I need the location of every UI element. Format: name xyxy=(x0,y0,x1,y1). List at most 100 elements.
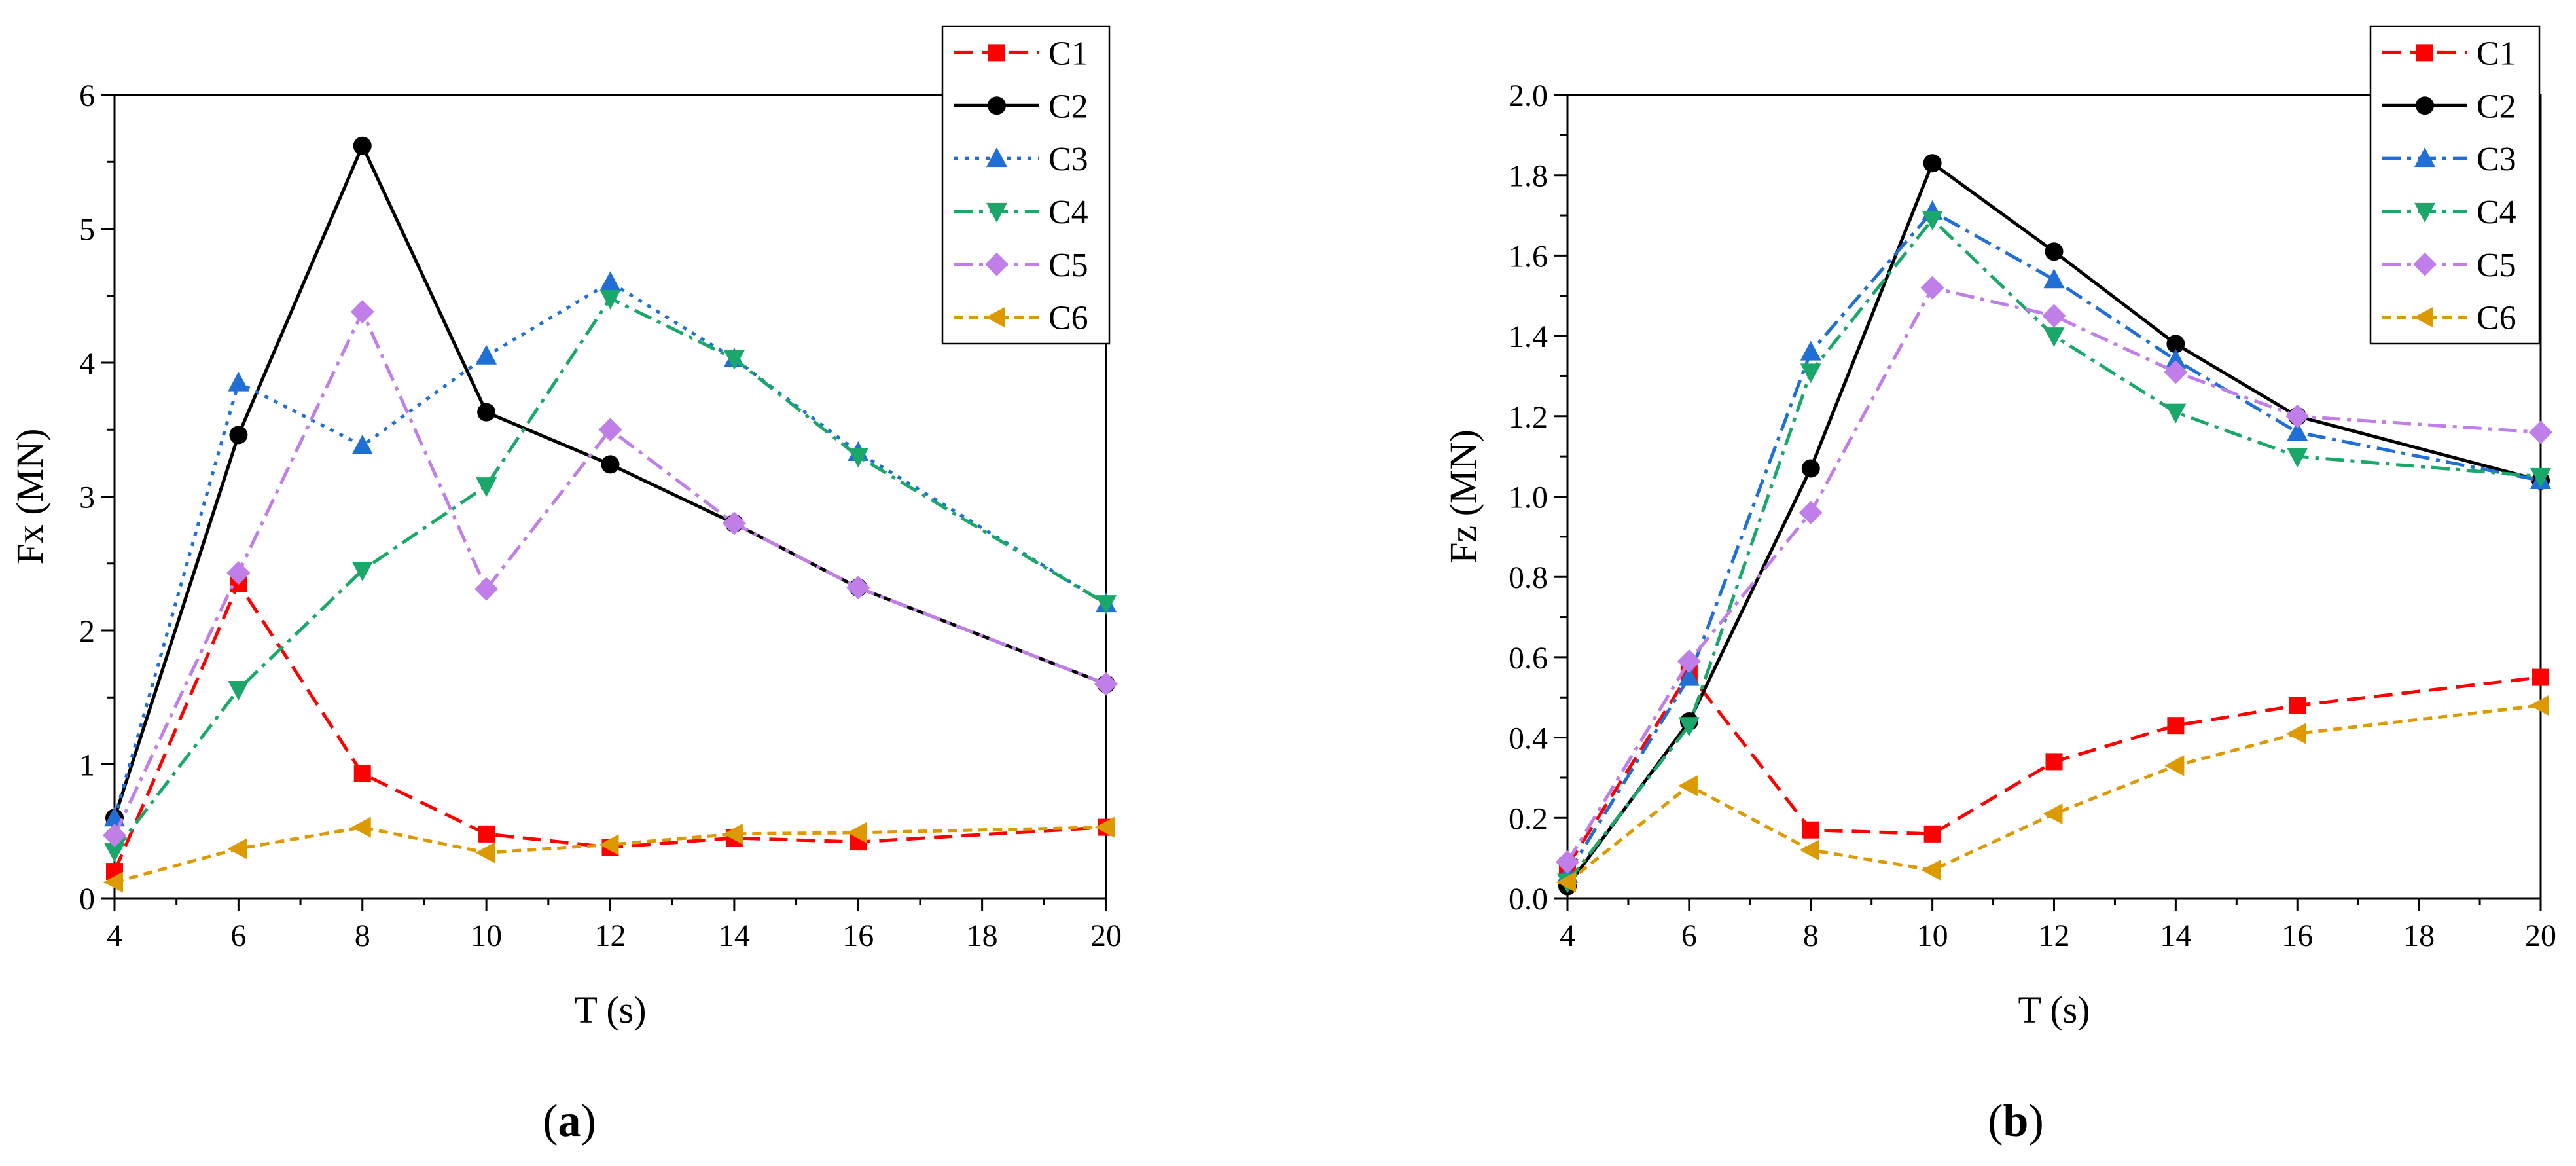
panel-b-legend-label-C4: C4 xyxy=(2477,194,2516,231)
panel-a-x-tick-label: 4 xyxy=(107,919,122,953)
panel-b-x-axis-title: T (s) xyxy=(2018,989,2090,1031)
panel-a-y-tick-label: 4 xyxy=(79,346,95,381)
panel-b-series-C6-point xyxy=(1556,871,1576,893)
panel-a-legend-label-C6: C6 xyxy=(1048,300,1088,337)
panel-b-legend-marker-C2 xyxy=(2416,96,2434,115)
panel-b-legend-entry-C5: C5 xyxy=(2382,247,2516,284)
panel-a-legend-box xyxy=(941,25,1111,345)
panel-b-series-C4-point xyxy=(1922,211,1943,231)
panel-b-series-C1-line xyxy=(1565,670,2541,867)
panel-a-series-C5 xyxy=(103,300,1118,847)
panel-b-series-C6-point xyxy=(1799,839,1819,861)
panel-b-series-C1-point xyxy=(2045,753,2063,771)
panel-b-series-C6-point xyxy=(2286,723,2306,744)
panel-a-series-C6-point xyxy=(351,816,371,838)
panel-a-legend-marker-C3 xyxy=(986,147,1007,168)
panel-a-series-C4-point xyxy=(723,350,745,370)
panel-b-series-C4-line xyxy=(1566,217,2541,883)
panel-b-series-C1-point xyxy=(1802,821,1819,839)
panel-b-legend-label-C3: C3 xyxy=(2477,141,2516,178)
panel-b-series-C2-point xyxy=(2166,335,2185,354)
panel-a-series-C2-point xyxy=(353,136,372,155)
panel-a-series-C4-point xyxy=(228,680,249,701)
panel-b-x-tick-label: 8 xyxy=(1803,919,1819,953)
panel-a-y-tick-label: 0 xyxy=(79,882,95,917)
panel-b-label: (b) xyxy=(1988,1096,2044,1146)
panel-b-legend-marker-C1 xyxy=(2416,44,2433,62)
panel-b-legend-label-C6: C6 xyxy=(2477,300,2516,337)
panel-b-series-C1-point xyxy=(1923,825,1941,843)
panel-b-series-C5-point xyxy=(2164,360,2188,384)
panel-a-series-C5-point xyxy=(474,577,499,601)
panel-b-series-C1-point xyxy=(2167,717,2185,735)
panel-b-x-tick-label: 6 xyxy=(1681,919,1697,953)
panel-b-series-C2-point xyxy=(1923,154,1942,173)
panel-b-legend-entry-C2: C2 xyxy=(2382,88,2516,125)
panel-a-series-C5-point xyxy=(350,300,374,324)
panel-b-y-tick-label: 0.8 xyxy=(1509,560,1548,595)
panel-a-legend-entry-C6: C6 xyxy=(954,300,1088,337)
panel-b-series-C6 xyxy=(1556,695,2549,893)
panel-b-series-C6-point xyxy=(2043,803,2063,825)
panel-b-series-C5-point xyxy=(1798,501,1823,525)
panel-a-series-C5-point xyxy=(598,418,622,442)
panel-b-y-tick-label: 0.6 xyxy=(1509,641,1548,676)
panel-a-series-C3-point xyxy=(476,344,497,365)
panel-b-series-C1-point xyxy=(2289,697,2306,714)
panel-b-series-C5-point xyxy=(1920,276,1944,300)
panel-a-series-C5-point xyxy=(846,575,870,600)
panel-a-legend-entry-C2: C2 xyxy=(954,88,1088,125)
panel-b-y-tick-label: 0.4 xyxy=(1509,721,1548,756)
panel-a-series-C4-point xyxy=(351,561,373,581)
panel-b-series-C6-point xyxy=(1921,860,1941,881)
panel-a-label: (a) xyxy=(543,1096,596,1146)
panel-a-series-C6-point xyxy=(1095,816,1115,838)
panel-b-legend-entry-C6: C6 xyxy=(2382,300,2516,337)
panel-a-series-C6-point xyxy=(723,823,743,845)
panel-a-series-C6-point xyxy=(475,842,495,864)
panel-a-series-C2-point xyxy=(229,426,248,445)
panel-b-x-tick-label: 18 xyxy=(2403,919,2435,953)
panel-a-x-tick-label: 6 xyxy=(230,919,246,953)
panel-a-legend-label-C2: C2 xyxy=(1048,88,1088,125)
panel-b-legend: C1 C2 C3 C4 C5 C6 xyxy=(2369,25,2541,345)
panel-b-y-tick-label: 1.6 xyxy=(1509,239,1548,274)
panel-b-x-tick-label: 12 xyxy=(2039,919,2070,953)
panel-a-series-C6-point xyxy=(599,834,619,856)
panel-b-series-C4 xyxy=(1557,211,2551,894)
panel-a-legend-label-C5: C5 xyxy=(1048,247,1088,284)
panel-a-y-tick-label: 2 xyxy=(79,614,95,649)
panel-a-series-C5-point xyxy=(226,561,251,585)
panel-a-series-C6 xyxy=(103,816,1115,893)
panel-b-series-C3-line xyxy=(1565,209,2541,875)
panel-a-x-tick-label: 8 xyxy=(355,919,370,953)
panel-b-series-C5-point xyxy=(2042,304,2066,328)
panel-b-y-tick-label: 1.2 xyxy=(1509,400,1548,435)
panel-b-series-C3-point xyxy=(2043,268,2065,289)
panel-a-legend: C1 C2 C3 C4 C5 C6 xyxy=(941,25,1111,345)
panel-b-series-C6-point xyxy=(2164,755,2185,776)
panel-a-series-C3-line xyxy=(113,280,1107,818)
panel-b-series-C4-point xyxy=(1678,717,1700,737)
panel-a-x-tick-label: 16 xyxy=(842,919,874,953)
panel-b-series-C2-point xyxy=(2045,242,2064,261)
panel-a-x-tick-label: 18 xyxy=(967,919,998,953)
panel-b-x-tick-label: 10 xyxy=(1917,919,1948,953)
panel-b-series-C5 xyxy=(1556,276,2552,874)
panel-b-series-C5-point xyxy=(2285,404,2310,428)
panel-b-series-C6-line xyxy=(1566,704,2541,884)
panel-b-legend-entry-C4: C4 xyxy=(2382,194,2516,231)
panel-a-legend-entry-C4: C4 xyxy=(954,194,1088,231)
panel-b-y-tick-label: 2.0 xyxy=(1509,79,1548,113)
panel-b-legend-entry-C1: C1 xyxy=(2382,35,2516,72)
panel-a-series-C1-line xyxy=(113,580,1107,873)
panel-a-series-C1-point xyxy=(478,825,495,843)
panel-b-chart: 4 6 8 10 12 14 16 18 20 0.0 0.2 0.4 0.6 0.8 1.0 1.2 1.4 1… xyxy=(1442,25,2556,1146)
panel-a-y-tick-label: 3 xyxy=(79,481,95,515)
panel-a-series-C4-point xyxy=(476,477,497,498)
panel-a-legend-entry-C5: C5 xyxy=(954,247,1088,284)
panel-b-legend-marker-C4 xyxy=(2414,202,2435,223)
panel-b-series-C4-point xyxy=(1800,363,1821,384)
